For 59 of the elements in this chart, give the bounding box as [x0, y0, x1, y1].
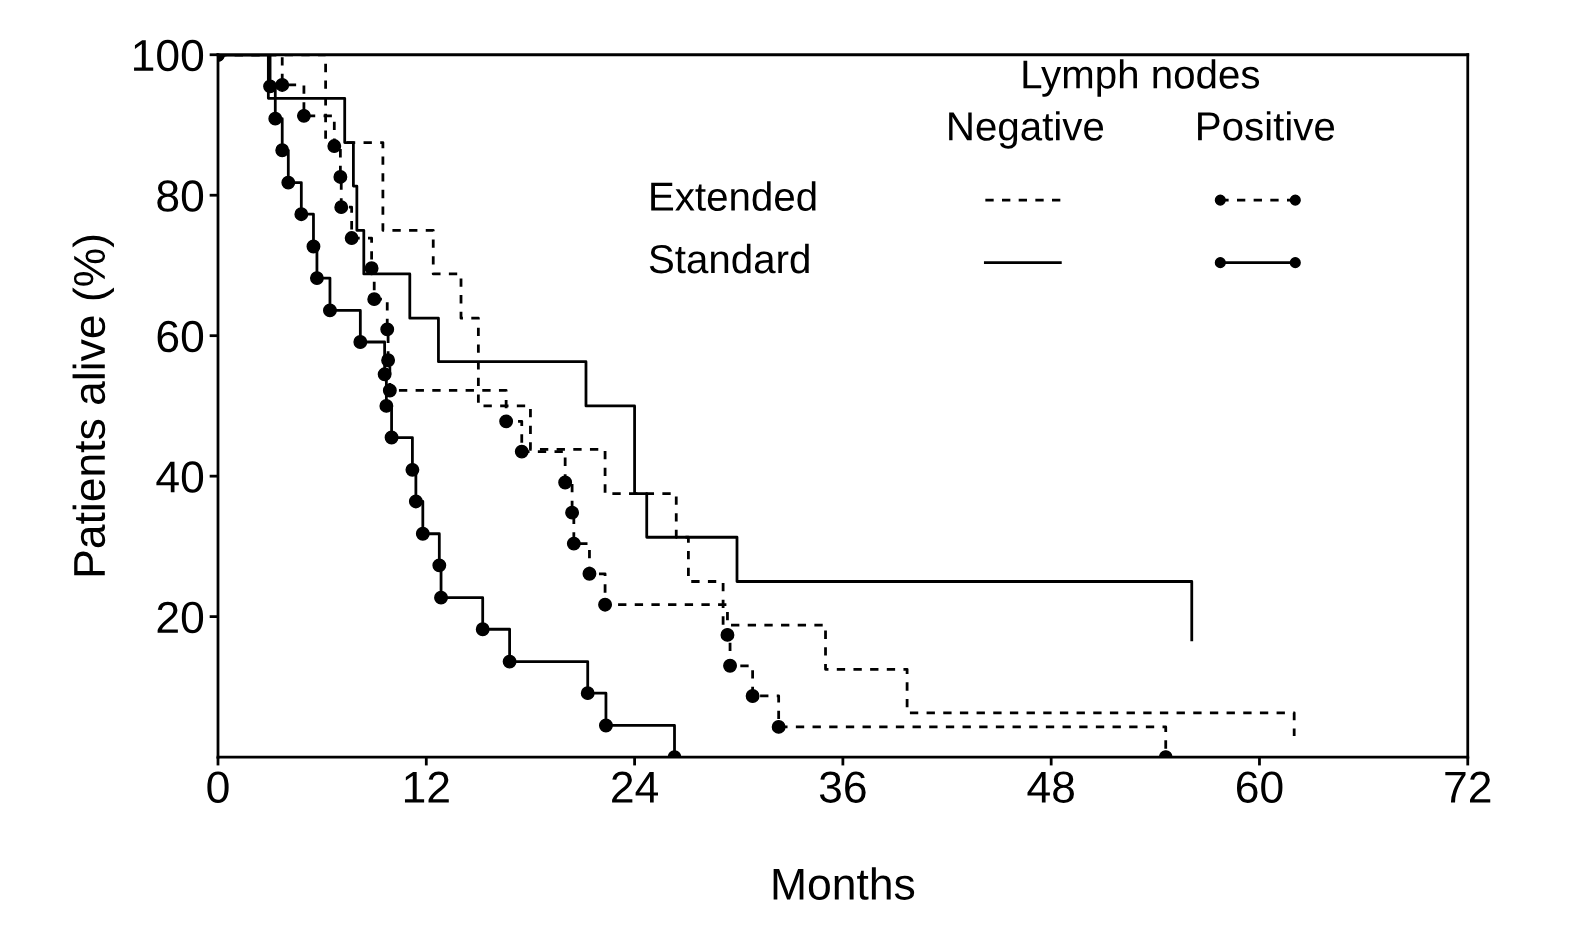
point — [745, 689, 760, 703]
point — [720, 627, 735, 642]
point — [434, 590, 448, 605]
point — [281, 175, 296, 190]
point — [384, 430, 399, 445]
x-tick-label: 36 — [819, 771, 866, 803]
point — [379, 398, 394, 413]
point — [582, 566, 597, 581]
point — [327, 139, 342, 154]
point — [306, 239, 321, 254]
point — [771, 719, 786, 734]
y-tick-label: 80 — [157, 180, 204, 212]
point — [333, 170, 348, 184]
point — [598, 597, 613, 612]
y-tick-label: 100 — [134, 39, 204, 72]
point — [580, 686, 595, 701]
point — [294, 207, 309, 222]
point — [558, 475, 573, 490]
point — [323, 303, 337, 318]
y-axis-title: Patients alive (%) — [72, 235, 114, 576]
annotation: Lymph nodes — [1023, 59, 1260, 97]
y-tick-label: 60 — [157, 320, 204, 353]
x-tick-label: 48 — [1027, 771, 1074, 803]
point — [344, 231, 359, 246]
point — [566, 536, 581, 551]
annotation: Standard — [649, 243, 809, 274]
x-tick-label: 60 — [1237, 771, 1283, 803]
point — [475, 622, 490, 637]
point — [380, 322, 395, 337]
point — [723, 658, 737, 673]
x-tick-label: 24 — [612, 771, 658, 803]
point — [432, 558, 447, 573]
point — [499, 414, 514, 429]
point — [514, 444, 529, 459]
x-tick-label: 12 — [404, 771, 449, 803]
point — [353, 335, 368, 349]
y-tick-label: 40 — [156, 461, 204, 493]
y-tick-label: 20 — [157, 601, 204, 634]
x-tick-label: 0 — [207, 771, 229, 803]
point — [263, 79, 278, 94]
x-axis-title: Months — [773, 867, 915, 900]
annotation: Negative — [949, 111, 1104, 149]
point — [334, 200, 349, 215]
point — [268, 111, 283, 126]
annotation: Positive — [1198, 111, 1335, 141]
point — [309, 271, 324, 286]
point — [598, 718, 613, 733]
point — [502, 654, 517, 669]
point — [377, 367, 392, 382]
point — [408, 494, 423, 509]
point — [415, 526, 430, 541]
annotation: Extended — [651, 181, 816, 211]
point — [367, 292, 382, 307]
point — [296, 108, 311, 123]
x-tick-label: 72 — [1445, 771, 1491, 803]
point — [275, 143, 290, 158]
point — [275, 78, 290, 92]
point — [405, 462, 420, 477]
point — [565, 505, 580, 520]
